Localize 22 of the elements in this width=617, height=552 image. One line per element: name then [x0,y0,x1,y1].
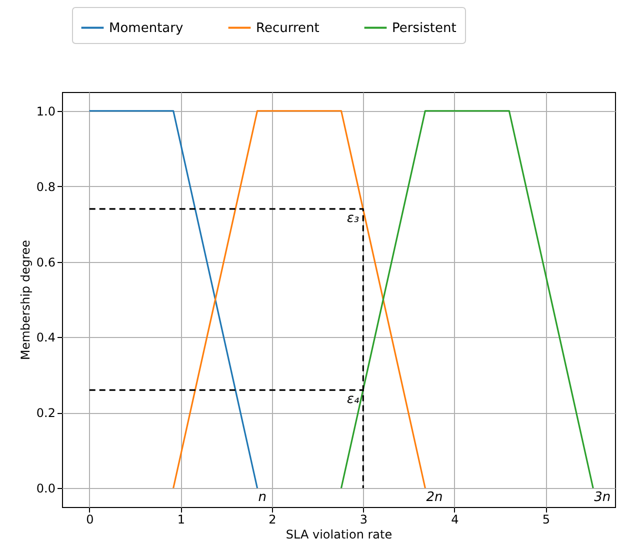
annotation: 3n [594,490,611,506]
y-tick-label: 0.6 [36,255,56,270]
annotation: ε₃ [346,210,360,226]
y-tick-label: 0.2 [36,406,56,420]
legend-label: Persistent [392,20,456,36]
x-axis-title: SLA violation rate [286,528,392,542]
x-tick-label: 4 [451,512,459,526]
legend-label: Recurrent [256,20,320,36]
y-tick-label: 1.0 [36,104,56,118]
legend-label: Momentary [109,20,184,36]
x-tick-label: 5 [542,512,550,526]
annotation: ε₄ [346,392,360,408]
y-tick-label: 0.8 [36,180,56,194]
annotation: n [258,490,267,506]
x-tick-label: 2 [268,512,276,526]
annotation: 2n [426,490,443,506]
y-tick-label: 0.4 [36,330,56,345]
y-axis-title: Membership degree [18,240,32,360]
y-tick-label: 0.0 [36,482,56,496]
x-tick-label: 0 [86,512,94,526]
x-tick-label: 3 [360,512,368,526]
x-tick-label: 1 [177,512,185,526]
